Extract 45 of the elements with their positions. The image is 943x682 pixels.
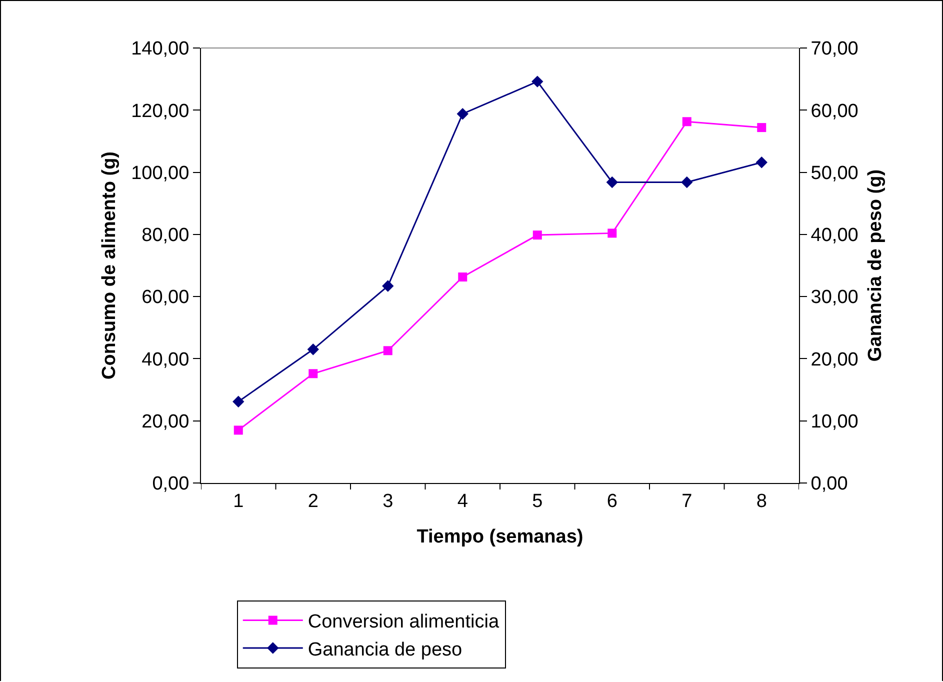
point xyxy=(532,230,542,240)
y-axis-title: Consumo de alimento (g) xyxy=(98,152,120,380)
point xyxy=(234,426,243,435)
y2-tick-label: 10,00 xyxy=(810,412,858,433)
point xyxy=(382,280,394,292)
y2-tick-label: 70,00 xyxy=(810,38,858,60)
y2-tick-label: 0,00 xyxy=(810,474,848,495)
point xyxy=(383,346,392,356)
y-tick-label: 40,00 xyxy=(142,349,190,370)
y-tick-label: 20,00 xyxy=(142,412,190,433)
x-tick-label: 4 xyxy=(457,490,468,512)
y2-tick-label: 60,00 xyxy=(810,100,858,122)
y2-tick-label: 20,00 xyxy=(810,349,858,370)
point xyxy=(307,344,319,356)
point xyxy=(756,156,768,168)
x-tick-label: 6 xyxy=(606,490,618,512)
point xyxy=(608,228,617,238)
legend-label: Conversion alimenticia xyxy=(308,612,500,633)
point xyxy=(757,123,766,132)
point xyxy=(456,108,468,120)
x-tick-label: 8 xyxy=(756,490,767,512)
y-tick-label: 100,00 xyxy=(131,162,190,184)
x-tick-label: 3 xyxy=(382,490,394,512)
y2-axis-title: Ganancia de peso (g) xyxy=(865,169,886,362)
y-tick-label: 80,00 xyxy=(142,225,190,246)
point xyxy=(308,369,318,378)
y2-tick-label: 30,00 xyxy=(810,287,858,308)
y2-tick-label: 50,00 xyxy=(810,162,858,184)
y-tick-label: 140,00 xyxy=(131,38,190,60)
point xyxy=(682,117,692,126)
x-tick-label: 7 xyxy=(682,490,692,512)
legend-label: Ganancia de peso xyxy=(308,639,462,660)
point xyxy=(458,272,468,282)
y2-tick-label: 40,00 xyxy=(810,225,858,246)
x-tick-label: 2 xyxy=(308,490,318,512)
x-tick-label: 1 xyxy=(233,490,244,512)
point xyxy=(532,76,544,88)
y-tick-label: 60,00 xyxy=(142,287,190,308)
point xyxy=(606,176,618,188)
x-axis-title: Tiempo (semanas) xyxy=(416,526,584,548)
x-tick-label: 5 xyxy=(532,490,543,512)
point xyxy=(232,396,244,408)
point xyxy=(681,176,693,188)
y-tick-label: 0,00 xyxy=(152,474,190,495)
y-tick-label: 120,00 xyxy=(131,100,190,122)
